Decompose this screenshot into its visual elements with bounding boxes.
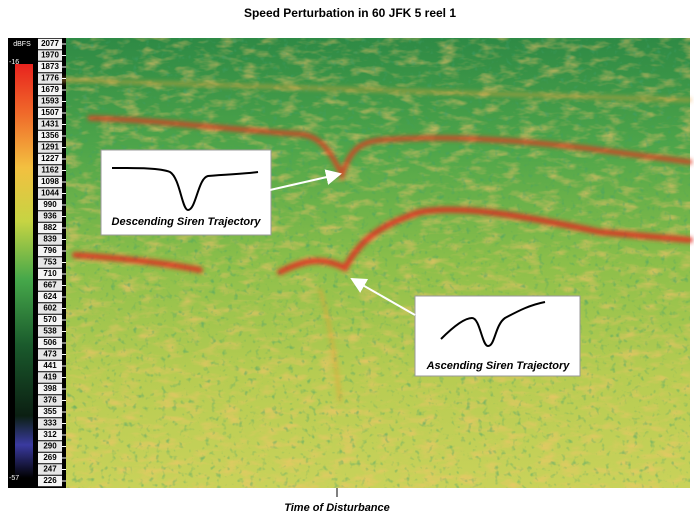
label-box [38,96,62,107]
label-box [38,383,62,395]
label-box [38,441,62,452]
y-tick-label: 1098 [41,177,59,186]
label-box [38,73,62,84]
y-tick-label: 333 [43,419,57,428]
y-tick-label: 1431 [41,120,59,129]
colorbar-tick-label: -16 [9,59,19,66]
y-tick-label: 667 [43,281,57,290]
y-tick-label: 376 [43,396,57,405]
annotation-ascending [350,278,581,377]
y-tick-label: 796 [43,246,57,255]
y-tick-label: 1162 [41,166,59,175]
colorbar-tick-label: -57 [9,475,19,482]
y-tick-label: 710 [43,269,57,278]
label-box [38,188,62,199]
y-tick-label: 753 [43,258,57,267]
y-tick-label: 990 [43,200,57,209]
x-axis-label: Time of Disturbance [284,502,390,514]
y-tick-label: 269 [43,453,57,462]
label-box [38,464,62,475]
label-box [38,199,62,211]
label-box [38,452,62,464]
label-box [38,291,62,303]
label-box [38,314,62,326]
label-box [38,38,62,50]
spectrogram [58,38,693,488]
y-tick-label: 1873 [41,62,59,71]
label-box [38,429,62,441]
y-tick-label: 602 [43,304,57,313]
y-tick-label: 355 [43,407,57,416]
label-box [38,280,62,291]
y-tick-label: 1044 [41,189,59,198]
colorbar [15,64,33,478]
label-box [38,153,62,165]
y-tick-label: 882 [43,223,57,232]
y-tick-label: 290 [43,442,57,451]
y-tick-label: 2077 [41,39,59,48]
y-tick-label: 312 [43,430,57,439]
annotation-label: Ascending Siren Trajectory [426,360,571,372]
y-tick-label: 1776 [41,74,59,83]
label-box [38,222,62,234]
y-tick-label: 506 [43,338,57,347]
y-tick-label: 398 [43,384,57,393]
y-tick-label: 247 [43,465,57,474]
y-tick-label: 1679 [41,85,59,94]
y-tick-label: 1970 [41,51,59,60]
y-tick-label: 1507 [41,108,59,117]
y-tick-label: 1227 [41,154,59,163]
label-box [38,211,62,222]
label-box [38,326,62,337]
y-tick-label: 538 [43,327,57,336]
y-tick-label: 226 [43,476,57,485]
label-box [38,475,62,487]
colorbar-label: dBFS [13,41,31,48]
y-tick-label: 936 [43,212,57,221]
label-box [38,268,62,280]
y-tick-label: 1291 [41,143,59,152]
label-box [38,61,62,73]
label-box [38,349,62,360]
y-tick-label: 839 [43,235,57,244]
label-box [38,418,62,429]
label-box [38,176,62,188]
y-tick-label: 419 [43,373,57,382]
label-box [38,372,62,383]
y-tick-label: 1356 [41,131,59,140]
y-tick-label: 624 [43,292,57,301]
label-box [38,337,62,349]
y-tick-label: 473 [43,350,57,359]
label-box [38,257,62,268]
label-box [38,142,62,153]
chart-title: Speed Perturbation in 60 JFK 5 reel 1 [244,6,456,20]
annotation-label: Descending Siren Trajectory [112,216,262,228]
label-box [38,84,62,96]
label-box [38,130,62,142]
y-tick-label: 441 [43,361,57,370]
label-box [38,360,62,372]
label-box [38,303,62,314]
label-box [38,50,62,61]
label-box [38,119,62,130]
y-tick-label: 570 [43,315,57,324]
label-box [38,406,62,418]
annotation-descending [100,149,342,236]
label-box [38,245,62,257]
label-box [38,107,62,119]
label-box [38,165,62,176]
y-tick-label: 1593 [41,97,59,106]
label-box [38,395,62,406]
label-box [38,234,62,245]
